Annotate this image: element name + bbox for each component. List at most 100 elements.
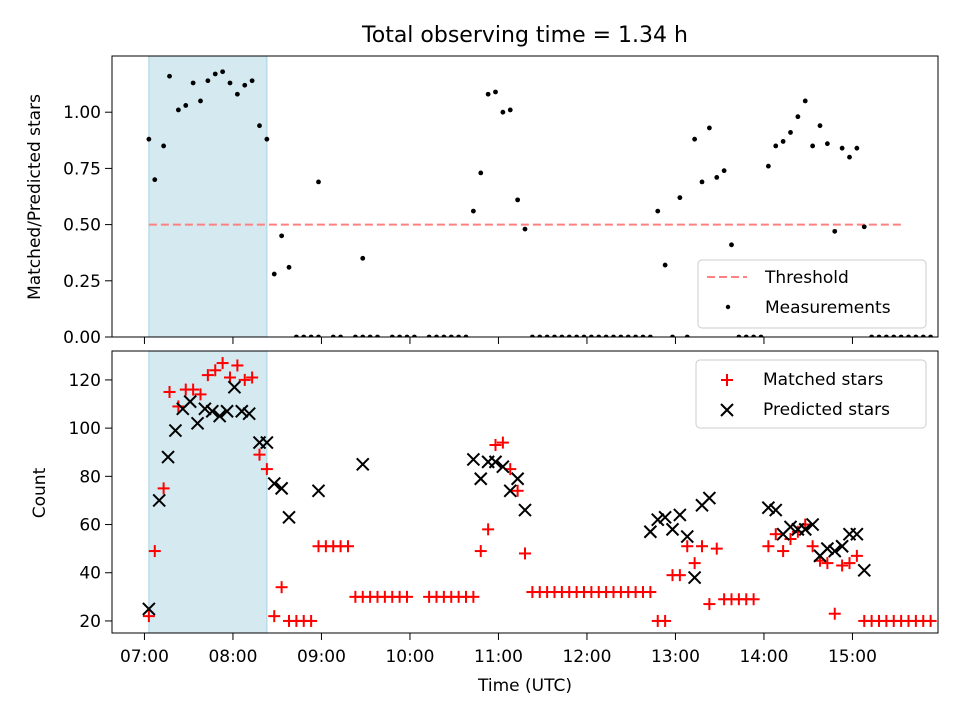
measurement-point	[338, 334, 344, 337]
matched-star-point	[467, 590, 480, 603]
matched-star-point	[828, 607, 841, 620]
measurement-point	[699, 179, 705, 185]
measurement-point	[552, 334, 557, 337]
predicted-star-point	[702, 491, 717, 505]
measurement-point	[198, 98, 203, 104]
measurement-point	[515, 197, 521, 203]
predicted-star-point	[828, 544, 842, 558]
measurement-point	[167, 73, 172, 79]
matched-star-point	[696, 540, 708, 553]
measurement-point	[375, 334, 380, 337]
measurement-point	[183, 103, 189, 108]
top-y-tick-label: 0.75	[63, 159, 101, 179]
bottom-y-axis-label: Count	[30, 467, 50, 518]
measurement-point	[522, 226, 528, 232]
x-tick-label: 11:00	[474, 647, 523, 667]
measurement-point	[832, 228, 838, 234]
measurement-point	[736, 334, 742, 337]
measurement-point	[810, 143, 816, 149]
matched-star-point	[142, 610, 155, 623]
predicted-star-point	[267, 476, 281, 491]
chart-title: Total observing time = 1.34 h	[361, 23, 688, 48]
matched-star-point	[836, 559, 849, 572]
legend-threshold-label: Threshold	[764, 268, 849, 288]
measurement-point	[854, 145, 860, 151]
top-y-tick-label: 0.50	[63, 216, 101, 236]
predicted-star-point	[665, 522, 680, 537]
matched-star-point	[843, 557, 856, 570]
matched-star-point	[157, 482, 170, 495]
matched-star-point	[342, 540, 354, 553]
measurement-point	[249, 78, 255, 84]
measurement-point	[655, 208, 661, 214]
measurement-point	[920, 334, 926, 337]
measurement-point	[316, 334, 321, 337]
measurement-point	[751, 334, 757, 337]
measurement-point	[883, 334, 889, 337]
measurement-point	[847, 154, 852, 160]
measurement-point	[729, 242, 734, 248]
measurement-point	[670, 334, 675, 337]
matched-star-point	[496, 436, 509, 449]
bottom-y-tick-label: 80	[79, 467, 101, 487]
matched-star-point	[163, 385, 176, 398]
measurement-point	[633, 334, 639, 337]
matched-star-point	[172, 400, 185, 413]
measurement-point	[493, 89, 498, 95]
measurement-point	[544, 334, 550, 337]
measurement-point	[692, 136, 698, 142]
predicted-star-point	[198, 402, 212, 416]
predicted-star-point	[220, 404, 234, 418]
measurement-point	[559, 334, 565, 337]
measurement-point	[500, 109, 506, 115]
measurement-point	[773, 143, 779, 149]
measurement-point	[743, 334, 749, 337]
predicted-star-point	[680, 529, 694, 544]
predicted-star-point	[761, 500, 776, 515]
measurement-point	[234, 91, 240, 97]
measurement-point	[625, 334, 631, 337]
measurement-point	[706, 125, 712, 131]
bottom-y-tick-label: 60	[79, 516, 101, 536]
matched-star-point	[784, 533, 797, 545]
measurement-point	[566, 334, 572, 337]
measurement-point	[574, 334, 580, 337]
top-axes-frame	[111, 55, 939, 338]
measurement-point	[714, 174, 720, 180]
x-tick-label: 13:00	[651, 647, 700, 667]
bottom-plot-area	[142, 357, 937, 627]
measurement-point	[271, 271, 277, 277]
matched-star-point	[238, 373, 251, 386]
matched-star-point	[747, 593, 760, 606]
predicted-star-point	[673, 508, 687, 522]
predicted-star-point	[687, 570, 702, 585]
matched-star-point	[850, 549, 863, 562]
predicted-star-point	[227, 380, 242, 394]
top-legend: Threshold Measurements	[697, 259, 927, 329]
measurement-point	[360, 255, 366, 261]
x-tick-label: 14:00	[739, 647, 788, 667]
predicted-star-point	[183, 394, 197, 409]
measurement-point	[212, 71, 218, 77]
top-y-axis: 0.00 0.25 0.50 0.75 1.00	[63, 103, 112, 348]
matched-star-point	[253, 448, 266, 461]
predicted-star-point	[282, 510, 296, 525]
measurement-point	[529, 334, 535, 337]
measurement-point	[765, 163, 771, 169]
bottom-y-tick-label: 40	[79, 564, 101, 584]
predicted-star-point	[356, 457, 370, 471]
measurement-point	[928, 334, 934, 337]
measurement-point	[448, 334, 454, 337]
bottom-shaded-span	[148, 350, 268, 634]
measurement-point	[507, 107, 513, 113]
matched-star-point	[305, 614, 318, 627]
matched-star-point	[769, 528, 782, 541]
measurement-point	[257, 123, 262, 129]
measurement-point	[308, 334, 314, 337]
predicted-star-point	[643, 525, 658, 539]
matched-star-point	[216, 357, 229, 370]
predicted-star-point	[518, 503, 532, 517]
measurement-point	[618, 334, 624, 337]
predicted-star-point	[510, 472, 525, 486]
measurement-point	[161, 143, 167, 149]
